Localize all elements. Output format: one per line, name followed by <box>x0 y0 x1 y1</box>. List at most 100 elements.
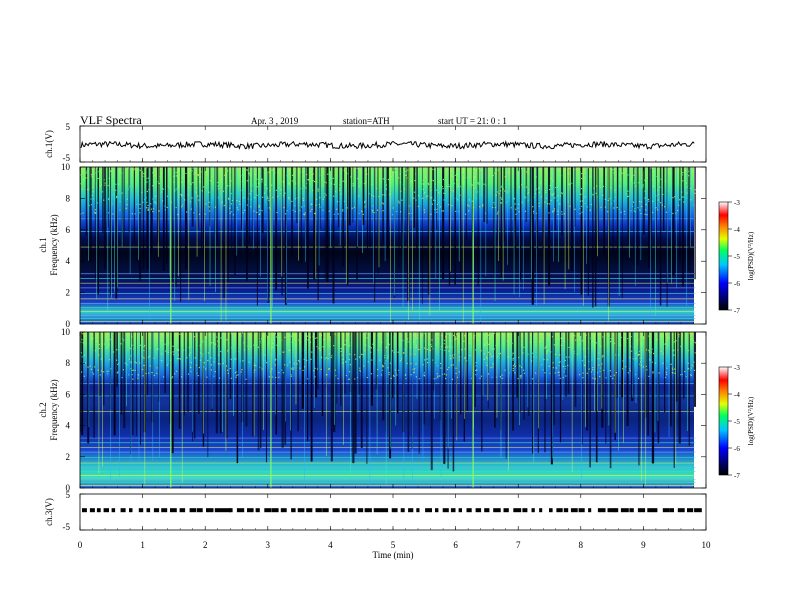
noise-speck <box>552 211 554 213</box>
noise-speck <box>97 369 99 371</box>
noise-speck <box>188 354 190 356</box>
noise-speck <box>526 171 528 173</box>
noise-speck <box>576 168 578 170</box>
noise-speck <box>660 178 662 180</box>
noise-speck <box>290 373 292 376</box>
colorbar-tick-label: -3 <box>734 364 740 372</box>
noise-speck <box>98 171 100 173</box>
noise-speck <box>547 342 549 344</box>
noise-speck <box>573 353 575 355</box>
noise-speck <box>444 349 446 351</box>
noise-speck <box>122 340 124 342</box>
noise-speck <box>388 373 390 376</box>
noise-speck <box>590 203 593 206</box>
noise-speck <box>108 359 111 361</box>
noise-speck <box>189 201 192 203</box>
noise-speck <box>429 197 432 199</box>
noise-speck <box>580 193 582 195</box>
noise-speck <box>314 376 316 378</box>
noise-speck <box>147 204 149 206</box>
noise-speck <box>172 376 174 378</box>
noise-speck <box>555 187 557 189</box>
noise-speck <box>558 365 560 367</box>
noise-speck <box>450 340 452 342</box>
time-tick-label: 6 <box>453 540 458 550</box>
noise-speck <box>498 353 500 355</box>
noise-speck <box>403 195 405 197</box>
noise-speck <box>520 377 522 379</box>
noise-speck <box>585 334 587 336</box>
noise-speck <box>108 197 110 200</box>
noise-speck <box>477 182 479 184</box>
noise-speck <box>642 186 644 188</box>
noise-speck <box>693 361 695 363</box>
noise-speck <box>353 206 355 208</box>
noise-speck <box>261 178 263 180</box>
noise-speck <box>432 348 434 350</box>
noise-speck <box>282 182 285 184</box>
noise-speck <box>423 209 425 211</box>
noise-speck <box>690 199 692 201</box>
noise-speck <box>565 365 567 367</box>
noise-speck <box>100 184 102 186</box>
time-tick-label: 0 <box>78 540 83 550</box>
noise-speck <box>627 190 629 192</box>
noise-speck <box>146 201 148 203</box>
noise-speck <box>174 373 176 375</box>
noise-speck <box>98 347 100 349</box>
noise-speck <box>364 181 366 183</box>
noise-speck <box>322 209 324 211</box>
noise-speck <box>400 190 402 192</box>
noise-speck <box>263 183 265 185</box>
noise-speck <box>129 177 132 179</box>
noise-speck <box>392 207 394 209</box>
noise-speck <box>613 207 615 209</box>
noise-speck <box>259 213 261 215</box>
noise-speck <box>119 209 121 211</box>
noise-speck <box>177 354 179 356</box>
noise-speck <box>635 373 637 376</box>
noise-speck <box>686 197 688 199</box>
noise-speck <box>414 353 416 355</box>
noise-speck <box>542 369 544 371</box>
noise-speck <box>414 180 416 182</box>
noise-speck <box>387 355 389 357</box>
noise-speck <box>293 362 295 364</box>
noise-speck <box>192 182 194 184</box>
noise-speck <box>294 355 296 357</box>
noise-speck <box>180 338 182 340</box>
ch3-pulse <box>120 508 126 513</box>
noise-speck <box>133 348 135 350</box>
ch3-pulse <box>563 508 569 513</box>
ch1-waveform-ticks <box>80 125 706 163</box>
noise-speck <box>540 343 542 345</box>
noise-speck <box>475 365 477 367</box>
noise-speck <box>186 211 188 213</box>
noise-speck <box>601 363 603 365</box>
noise-speck <box>258 204 260 206</box>
noise-speck <box>175 188 177 190</box>
noise-speck <box>203 362 205 364</box>
noise-speck <box>200 337 202 339</box>
noise-speck <box>195 191 197 193</box>
noise-speck <box>646 369 648 371</box>
noise-speck <box>243 197 245 199</box>
noise-speck <box>312 336 314 338</box>
noise-speck <box>602 194 604 196</box>
noise-speck <box>413 191 416 193</box>
noise-speck <box>259 209 261 211</box>
noise-speck <box>177 349 179 352</box>
noise-speck <box>274 364 276 366</box>
noise-speck <box>108 344 110 346</box>
noise-speck <box>166 206 168 208</box>
noise-speck <box>116 372 118 374</box>
noise-speck <box>613 172 615 174</box>
noise-speck <box>285 213 287 215</box>
noise-speck <box>595 342 597 344</box>
noise-speck <box>389 168 391 170</box>
noise-speck <box>244 209 246 211</box>
noise-speck <box>519 365 521 367</box>
noise-speck <box>546 351 548 353</box>
noise-speck <box>276 344 278 346</box>
noise-speck <box>239 203 241 205</box>
